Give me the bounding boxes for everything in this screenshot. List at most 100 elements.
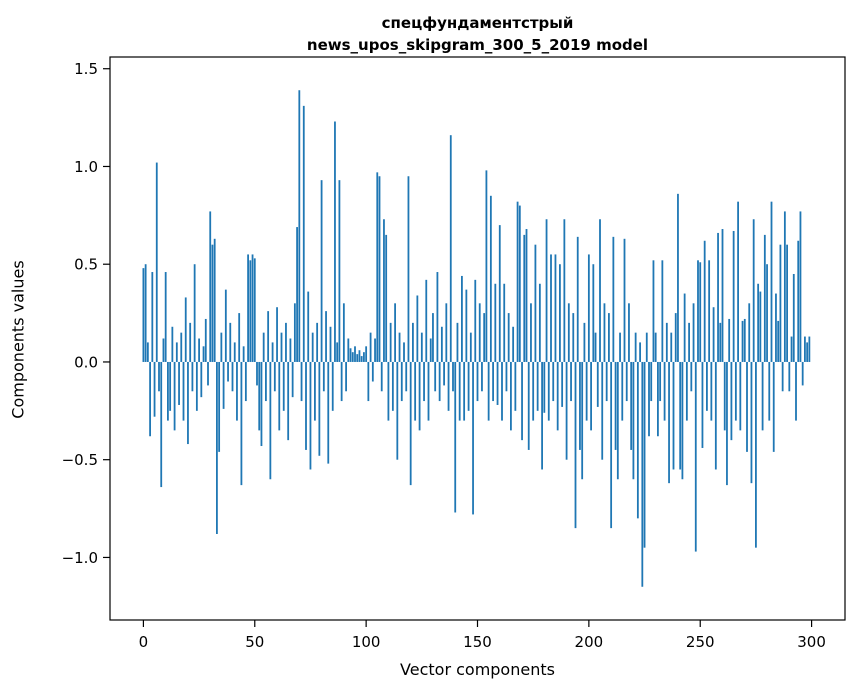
bar <box>233 342 236 362</box>
bar <box>545 219 548 362</box>
bar <box>474 279 477 362</box>
bar <box>238 313 241 362</box>
bar <box>538 283 541 362</box>
bar <box>652 260 655 362</box>
bar <box>316 322 319 362</box>
bar <box>146 342 149 362</box>
bar <box>636 361 639 519</box>
bar <box>808 336 811 362</box>
bar <box>530 303 532 362</box>
bar <box>169 361 172 411</box>
x-tick-label: 300 <box>797 633 826 651</box>
bar <box>267 311 270 362</box>
y-tick-label: −0.5 <box>62 451 98 469</box>
bar <box>583 322 586 362</box>
bar <box>761 361 764 431</box>
y-tick-label: 1.0 <box>74 158 98 176</box>
bar <box>732 230 735 362</box>
bar <box>351 352 354 362</box>
bar <box>436 272 439 362</box>
bar <box>759 291 762 362</box>
bar <box>587 254 590 362</box>
bar <box>683 293 686 362</box>
bar <box>521 361 523 441</box>
bar <box>282 361 285 411</box>
bar <box>665 322 668 362</box>
bar <box>412 322 414 362</box>
bar <box>329 326 332 362</box>
bar <box>786 244 788 362</box>
bar <box>739 361 742 431</box>
bar <box>398 332 401 362</box>
bar <box>572 313 575 362</box>
bar <box>345 361 347 392</box>
bar <box>645 332 648 362</box>
bar <box>654 332 657 362</box>
bar <box>291 361 294 398</box>
bar <box>472 361 474 515</box>
bar <box>340 361 343 402</box>
bar <box>405 361 408 392</box>
bar <box>305 361 307 450</box>
bar <box>777 320 780 362</box>
bar <box>389 322 392 362</box>
bar <box>443 361 445 386</box>
bar <box>599 219 601 362</box>
bar <box>224 289 227 362</box>
bar <box>227 361 229 382</box>
bar <box>447 361 450 411</box>
bar <box>149 361 151 437</box>
x-tick-label: 100 <box>352 633 381 651</box>
bar <box>581 361 584 480</box>
bar <box>331 361 334 411</box>
bar <box>795 361 797 421</box>
bar <box>322 361 325 392</box>
bar <box>142 268 145 362</box>
bar <box>712 307 715 362</box>
bar <box>559 264 561 362</box>
bar <box>247 254 249 362</box>
bar <box>360 356 363 362</box>
bar <box>483 313 486 362</box>
bar <box>612 236 615 362</box>
bar <box>182 361 185 421</box>
bar <box>741 320 744 362</box>
bar <box>380 361 383 392</box>
bar <box>209 211 212 362</box>
bar <box>752 219 755 362</box>
bar <box>730 361 733 441</box>
bar <box>302 105 305 362</box>
bar <box>242 346 245 362</box>
bar <box>594 332 597 362</box>
bar <box>162 338 165 362</box>
bar <box>616 361 619 480</box>
bar <box>489 195 492 362</box>
bar <box>429 338 432 362</box>
bar <box>579 361 581 450</box>
bar <box>659 361 662 402</box>
bar <box>670 332 673 362</box>
x-tick-label: 250 <box>686 633 715 651</box>
bar <box>403 342 405 362</box>
bar <box>523 234 526 362</box>
plot-frame <box>109 56 846 621</box>
bar <box>391 361 394 411</box>
bar <box>728 318 731 362</box>
bar <box>262 332 265 362</box>
bar <box>496 361 499 405</box>
bar <box>657 361 659 437</box>
bar <box>641 361 644 587</box>
bar <box>779 244 782 362</box>
bar <box>461 275 463 362</box>
bar <box>336 342 339 362</box>
bar <box>552 361 555 402</box>
bar <box>714 361 717 470</box>
bar <box>494 283 497 362</box>
bar <box>155 162 158 362</box>
bar <box>498 225 501 362</box>
bar <box>621 361 624 421</box>
bar <box>743 318 746 362</box>
bar <box>505 361 508 392</box>
bar <box>525 229 528 362</box>
